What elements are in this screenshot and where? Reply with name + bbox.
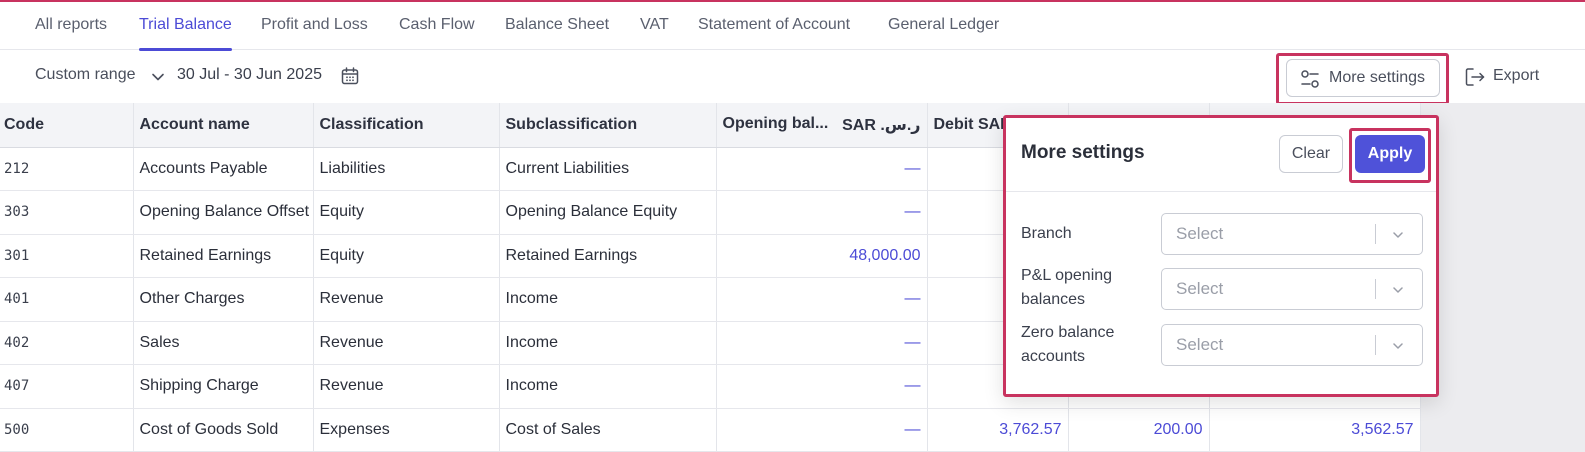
opening-balance-label: Opening bal... xyxy=(722,114,829,132)
range-dropdown[interactable]: Custom range xyxy=(35,66,136,83)
report-toolbar: Custom range 30 Jul - 30 Jun 2025 xyxy=(0,51,1585,103)
tab-balance-sheet[interactable]: Balance Sheet xyxy=(505,16,610,33)
cell-opening-balance: — xyxy=(716,408,928,452)
zero-balance-accounts-placeholder: Select xyxy=(1176,335,1224,354)
cell-classification: Liabilities xyxy=(313,147,500,191)
branch-label: Branch xyxy=(1021,225,1072,242)
calendar-icon[interactable] xyxy=(340,66,360,86)
cell-code: 303 xyxy=(0,190,134,235)
cell-account-name: Other Charges xyxy=(133,277,314,322)
tab-cash-flow[interactable]: Cash Flow xyxy=(399,16,475,33)
column-header-subclassification[interactable]: Subclassification xyxy=(499,103,717,148)
settings-sliders-icon xyxy=(1301,70,1319,88)
export-icon xyxy=(1465,68,1485,86)
cell-subclassification: Retained Earnings xyxy=(499,234,717,278)
cell-code: 402 xyxy=(0,321,134,365)
cell-opening-balance: — xyxy=(716,321,928,365)
cell-subclassification: Cost of Sales xyxy=(499,408,717,452)
column-header-account-name[interactable]: Account name xyxy=(133,103,314,148)
cell-account-name: Accounts Payable xyxy=(133,147,314,191)
table-row[interactable]: 500 Cost of Goods Sold Expenses Cost of Sal… xyxy=(0,408,1421,452)
cell-code: 212 xyxy=(0,147,134,191)
cell-classification: Expenses xyxy=(313,408,500,452)
column-header-classification[interactable]: Classification xyxy=(313,103,500,148)
cell-debit: 3,762.57 xyxy=(927,408,1069,452)
chevron-down-icon xyxy=(1393,232,1403,238)
zero-balance-accounts-label: Zero balance accounts xyxy=(1021,324,1115,365)
cell-opening-balance: — xyxy=(716,277,928,322)
clear-button[interactable]: Clear xyxy=(1279,135,1343,173)
cell-account-name: Sales xyxy=(133,321,314,365)
cell-opening-balance: — xyxy=(716,190,928,235)
table-overflow-area xyxy=(1420,103,1585,452)
column-header-code[interactable]: Code xyxy=(0,103,134,148)
apply-button[interactable]: Apply xyxy=(1355,135,1425,173)
select-divider xyxy=(1375,224,1376,244)
chevron-down-icon xyxy=(1393,287,1403,293)
cell-classification: Revenue xyxy=(313,277,500,322)
tab-profit-and-loss[interactable]: Profit and Loss xyxy=(261,16,368,33)
select-divider xyxy=(1375,279,1376,299)
tab-vat[interactable]: VAT xyxy=(640,16,669,33)
cell-code: 301 xyxy=(0,234,134,278)
opening-balance-currency: SAR .ر.س xyxy=(842,116,921,134)
cell-account-name: Opening Balance Offset xyxy=(133,190,314,235)
cell-account-name: Cost of Goods Sold xyxy=(133,408,314,452)
cell-opening-balance: — xyxy=(716,364,928,409)
cell-code: 500 xyxy=(0,408,134,452)
cell-opening-balance: 48,000.00 xyxy=(716,234,928,278)
tab-trial-balance[interactable]: Trial Balance xyxy=(139,2,232,51)
report-tabs: All reports Trial Balance Profit and Los… xyxy=(0,2,1585,51)
apply-highlight xyxy=(1349,128,1431,183)
cell-code: 407 xyxy=(0,364,134,409)
export-button[interactable]: Export xyxy=(1464,62,1554,92)
select-divider xyxy=(1375,335,1376,355)
cell-classification: Revenue xyxy=(313,321,500,365)
column-header-opening-balance[interactable]: Opening bal... SAR .ر.س xyxy=(716,103,928,148)
cell-classification: Equity xyxy=(313,190,500,235)
branch-select[interactable]: Select xyxy=(1161,213,1423,255)
pl-opening-balances-select[interactable]: Select xyxy=(1161,268,1423,310)
cell-subclassification: Current Liabilities xyxy=(499,147,717,191)
cell-account-name: Shipping Charge xyxy=(133,364,314,409)
date-range-text[interactable]: 30 Jul - 30 Jun 2025 xyxy=(177,66,322,83)
pl-opening-balances-label: P&L opening balances xyxy=(1021,267,1113,308)
tab-statement-of-account[interactable]: Statement of Account xyxy=(698,16,851,33)
cell-code: 401 xyxy=(0,277,134,322)
pl-opening-balances-placeholder: Select xyxy=(1176,279,1224,298)
cell-classification: Revenue xyxy=(313,364,500,409)
cell-classification: Equity xyxy=(313,234,500,278)
more-settings-popover: More settings Clear Apply Branch Select … xyxy=(1003,115,1439,397)
chevron-down-icon xyxy=(1393,343,1403,349)
cell-subclassification: Opening Balance Equity xyxy=(499,190,717,235)
zero-balance-accounts-select[interactable]: Select xyxy=(1161,324,1423,366)
cell-subclassification: Income xyxy=(499,364,717,409)
export-label: Export xyxy=(1493,67,1540,84)
popover-title: More settings xyxy=(1021,142,1145,163)
cell-subclassification: Income xyxy=(499,321,717,365)
cell-subclassification: Income xyxy=(499,277,717,322)
cell-credit: 200.00 xyxy=(1068,408,1210,452)
cell-opening-balance: — xyxy=(716,147,928,191)
tab-general-ledger[interactable]: General Ledger xyxy=(888,16,1000,33)
more-settings-button[interactable]: More settings xyxy=(1286,59,1440,97)
cell-account-name: Retained Earnings xyxy=(133,234,314,278)
more-settings-label: More settings xyxy=(1329,69,1426,86)
chevron-down-icon[interactable] xyxy=(150,69,166,85)
cell-closing: 3,562.57 xyxy=(1209,408,1421,452)
top-accent-line xyxy=(0,0,1585,2)
branch-select-placeholder: Select xyxy=(1176,224,1224,243)
popover-divider xyxy=(1006,191,1436,192)
tab-all-reports[interactable]: All reports xyxy=(35,16,108,33)
